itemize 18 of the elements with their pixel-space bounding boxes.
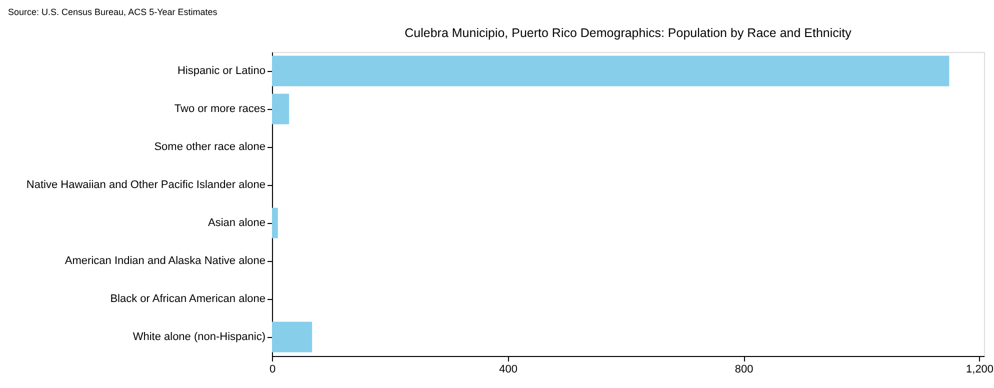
y-tick-label: Asian alone	[208, 217, 266, 229]
bar	[272, 208, 278, 238]
x-tick-label: 400	[499, 364, 518, 376]
y-tick-label: Native Hawaiian and Other Pacific Islander alone	[26, 179, 266, 191]
bar	[272, 322, 312, 352]
y-tick-label: Some other race alone	[154, 141, 266, 153]
y-tick-label: White alone (non-Hispanic)	[132, 331, 266, 343]
x-tick-label: 1,200	[966, 364, 994, 376]
y-tick-label: American Indian and Alaska Native alone	[64, 255, 266, 267]
x-tick-label: 800	[734, 364, 754, 376]
y-tick-label: Two or more races	[174, 103, 266, 115]
bar	[272, 94, 290, 124]
source-note: Source: U.S. Census Bureau, ACS 5-Year Estimates	[8, 7, 218, 17]
y-tick-label: Hispanic or Latino	[177, 65, 266, 77]
chart-title: Culebra Municipio, Puerto Rico Demographics: Population by Race and Ethnicity	[404, 26, 852, 40]
x-tick-label: 0	[269, 364, 276, 376]
bar	[272, 56, 950, 86]
y-tick-label: Black or African American alone	[110, 293, 266, 305]
